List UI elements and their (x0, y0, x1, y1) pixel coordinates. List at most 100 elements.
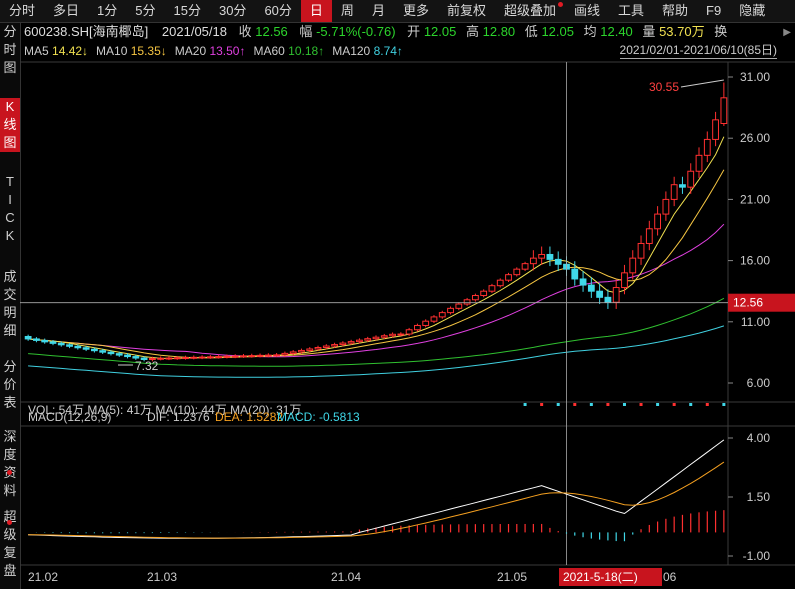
min-price-label: 7.32 (135, 359, 159, 373)
candle-body (505, 274, 512, 281)
candle-body (703, 138, 711, 156)
ma-line-4 (28, 136, 725, 360)
candle-body (140, 357, 148, 360)
candle-body (148, 358, 156, 361)
candle-body (66, 344, 73, 347)
cursor-date-box (559, 568, 662, 586)
volume-bar (672, 403, 676, 406)
ma-value-4: 8.74↑ (373, 44, 403, 58)
open-value: 12.05 (423, 24, 457, 39)
swap-label: 换 (714, 24, 728, 39)
candle-body (380, 335, 388, 338)
candle-body (74, 345, 82, 349)
candle-body (115, 353, 123, 356)
candle-body (447, 307, 454, 314)
tab-3[interactable]: 5分 (135, 3, 156, 18)
candle-body (438, 312, 446, 318)
quote-info-bar: 600238.SH[海南椰岛] 2021/05/18 收 12.56 幅 -5.… (24, 23, 727, 41)
ma-value-1: 15.35↓ (130, 44, 167, 58)
candle-body (231, 355, 239, 358)
tab-2[interactable]: 1分 (97, 3, 118, 18)
candle-body (405, 329, 413, 335)
quote-date: 2021/05/18 (161, 24, 227, 39)
side-tab-4[interactable]: 分价表 (3, 359, 17, 410)
side-tab-3[interactable]: 成交明细 (3, 269, 17, 338)
candle-body (322, 345, 330, 349)
candle-body (33, 338, 40, 341)
ma-value-0: 14.42↓ (52, 44, 89, 58)
x-tick-label: 21.02 (28, 570, 58, 584)
candle-body (273, 354, 281, 357)
candle-body (695, 154, 703, 172)
candle-body (314, 347, 322, 350)
period-toolbar: 分时 多日 1分 5分 15分 30分 60分日周 月 更多 前复权 超级叠加 画线 工具 帮助 F9 隐藏 (0, 0, 795, 23)
dif-line (28, 439, 725, 539)
low-value: 12.05 (541, 24, 574, 39)
candle-body (372, 336, 380, 340)
candle-body (430, 316, 438, 322)
candle-body (248, 355, 256, 358)
tab-17[interactable]: 隐藏 (739, 3, 766, 18)
tab-8[interactable]: 周 (340, 3, 354, 18)
x-tick-label: 06 (663, 570, 677, 584)
close-label: 收 (238, 24, 252, 39)
tab-0[interactable]: 分时 (9, 3, 36, 18)
candle-body (645, 228, 653, 244)
candle-body (712, 119, 719, 140)
cursor-date-label: 2021-5-18(二) (563, 570, 638, 584)
candle-body (546, 253, 554, 260)
x-tick-label: 21.03 (147, 570, 177, 584)
candle-body (173, 357, 181, 360)
candle-body (596, 290, 604, 298)
scroll-arrow-icon[interactable]: ▶ (783, 27, 791, 38)
candle-body (687, 170, 695, 188)
tab-13[interactable]: 画线 (574, 3, 601, 18)
tab-15[interactable]: 帮助 (662, 3, 689, 18)
candle-body (637, 242, 645, 259)
notify-dot (558, 2, 563, 7)
avg-label: 均 (583, 24, 597, 39)
ma-name-1: MA10 (96, 44, 131, 58)
candle-body (289, 351, 297, 354)
open-label: 开 (407, 24, 421, 39)
x-tick-label: 21.04 (331, 570, 361, 584)
tab-1[interactable]: 多日 (53, 3, 80, 18)
candle-body (422, 320, 430, 326)
tab-5[interactable]: 30分 (218, 3, 247, 18)
dea-line (28, 461, 725, 539)
close-value: 12.56 (255, 24, 288, 39)
candle-body (206, 356, 214, 359)
candle-body (49, 341, 57, 344)
change-value: -5.71%(-0.76) (316, 24, 396, 39)
side-tab-0[interactable]: 分时图 (3, 24, 17, 75)
ma-value-3: 10.18↑ (288, 44, 325, 58)
candle-body (182, 357, 189, 360)
side-tab-6[interactable]: 超级复盘 (3, 509, 17, 578)
tab-9[interactable]: 月 (371, 3, 385, 18)
ma-line-2 (28, 223, 725, 358)
candle-body (57, 342, 65, 346)
price-tick-label: 26.00 (740, 131, 770, 145)
ma-line-0 (28, 325, 725, 378)
tab-14[interactable]: 工具 (618, 3, 645, 18)
candle-body (356, 339, 363, 343)
macd-tick-label: 1.50 (747, 490, 771, 504)
candle-body (529, 257, 537, 265)
tab-11[interactable]: 前复权 (446, 3, 486, 18)
candle-body (215, 356, 223, 359)
candle-body (389, 333, 396, 337)
tab-16[interactable]: F9 (706, 3, 722, 18)
candle-body (679, 184, 686, 188)
volume-bar (722, 403, 726, 406)
tab-10[interactable]: 更多 (402, 3, 429, 18)
candle-body (240, 355, 247, 358)
tab-4[interactable]: 15分 (173, 3, 201, 18)
date-range[interactable]: 2021/02/01-2021/06/10(85日) (619, 43, 777, 59)
tab-7[interactable]: 日 (300, 0, 332, 22)
candle-body (91, 348, 98, 352)
tab-12[interactable]: 超级叠加 (495, 0, 565, 22)
tab-6[interactable]: 60分 (264, 3, 292, 18)
